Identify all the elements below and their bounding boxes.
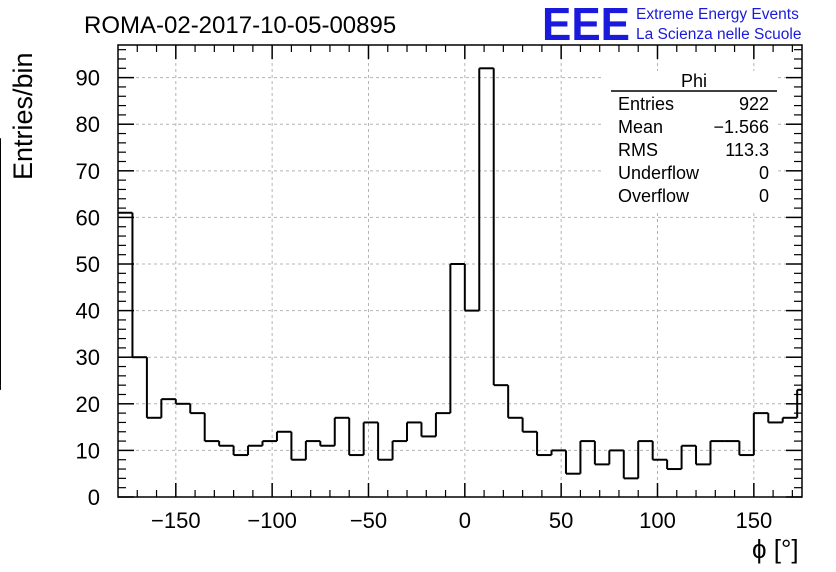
y-tick-label: 0 — [88, 485, 100, 510]
stats-box-title: Phi — [681, 71, 707, 91]
stats-label-mean: Mean — [618, 117, 663, 137]
y-tick-label: 30 — [76, 345, 100, 370]
y-tick-label: 10 — [76, 438, 100, 463]
x-tick-label: 0 — [459, 508, 471, 533]
stats-value-overflow: 0 — [759, 186, 769, 206]
eee-logo-line1: Extreme Energy Events — [636, 6, 799, 23]
stats-value-entries: 922 — [739, 94, 769, 114]
eee-logo-line2: La Scienza nelle Scuole — [636, 26, 801, 43]
y-tick-label: 90 — [76, 66, 100, 91]
y-tick-label: 70 — [76, 159, 100, 184]
y-tick-label: 80 — [76, 112, 100, 137]
chart-title: ROMA-02-2017-10-05-00895 — [84, 12, 396, 39]
stats-label-entries: Entries — [618, 94, 674, 114]
stats-label-rms: RMS — [618, 140, 658, 160]
stats-label-underflow: Underflow — [618, 163, 700, 183]
y-tick-label: 60 — [76, 205, 100, 230]
y-tick-label: 20 — [76, 392, 100, 417]
stats-value-underflow: 0 — [759, 163, 769, 183]
stats-value-rms: 113.3 — [725, 140, 769, 160]
stats-value-mean: −1.566 — [713, 117, 769, 137]
eee-logo: EEE Extreme Energy Events La Scienza nel… — [542, 0, 801, 50]
x-tick-label: 100 — [639, 508, 676, 533]
y-tick-label: 50 — [76, 252, 100, 277]
y-tick-label: 40 — [76, 299, 100, 324]
x-tick-label: −50 — [350, 508, 387, 533]
stats-label-overflow: Overflow — [618, 186, 690, 206]
x-tick-label: 50 — [549, 508, 573, 533]
x-tick-label: −100 — [247, 508, 297, 533]
stats-box: Phi Entries 922 Mean −1.566 RMS 113.3 Un… — [603, 71, 778, 211]
x-axis-label: ϕ [°] — [752, 534, 799, 564]
y-axis-label: Entries/bin — [8, 52, 38, 180]
eee-logo-mark: EEE — [542, 0, 630, 50]
axis-ticks — [118, 45, 802, 498]
x-tick-label: 150 — [735, 508, 772, 533]
tick-labels: −150 −100 −50 0 50 100 150 0 10 20 30 40 50 60 70 80 90 — [76, 66, 773, 533]
histogram-bars — [0, 67, 802, 480]
plot-frame — [117, 44, 803, 498]
x-tick-label: −150 — [151, 508, 201, 533]
